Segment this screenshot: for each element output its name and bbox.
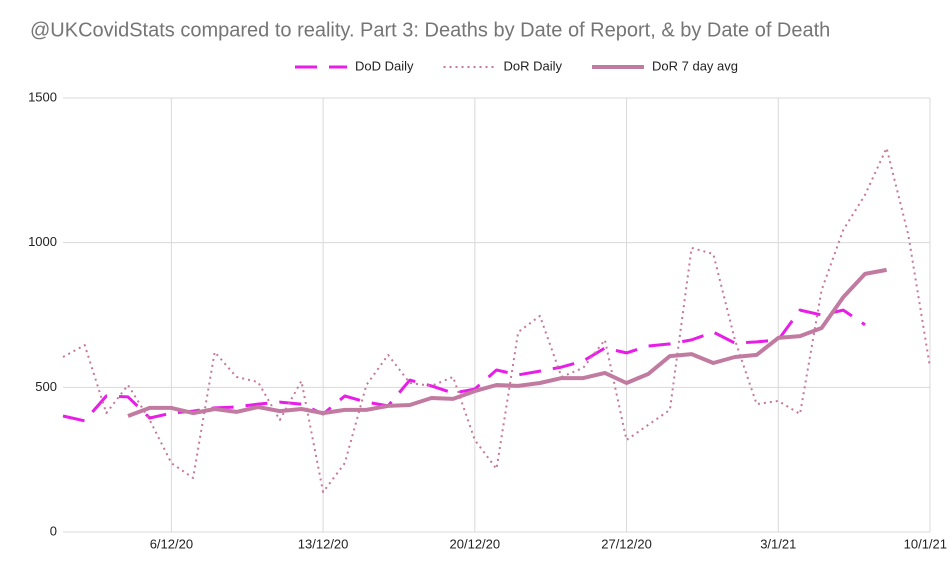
x-tick-label: 3/1/21: [760, 536, 796, 551]
legend-item: DoR 7 day avg: [592, 58, 738, 73]
legend: DoD Daily DoR Daily DoR 7 day avg: [294, 58, 738, 73]
y-tick-label: 1000: [28, 234, 57, 249]
x-tick-label: 27/12/20: [601, 536, 652, 551]
legend-label: DoR 7 day avg: [652, 58, 738, 73]
x-tick-label: 10/1/21: [904, 536, 947, 551]
legend-item: DoR Daily: [443, 58, 563, 73]
line-series: [127, 267, 887, 418]
y-tick-label: 0: [50, 523, 57, 538]
y-tick-label: 1500: [28, 89, 57, 104]
x-tick-label: 6/12/20: [150, 536, 193, 551]
legend-label: DoR Daily: [504, 58, 563, 73]
line-series: [62, 308, 866, 423]
chart-title: @UKCovidStats compared to reality. Part …: [30, 19, 830, 41]
legend-label: DoD Daily: [355, 58, 414, 73]
y-tick-label: 500: [35, 379, 57, 394]
x-tick-label: 20/12/20: [450, 536, 501, 551]
line-series: [62, 147, 931, 494]
legend-item: DoD Daily: [294, 58, 414, 73]
x-tick-label: 13/12/20: [298, 536, 349, 551]
